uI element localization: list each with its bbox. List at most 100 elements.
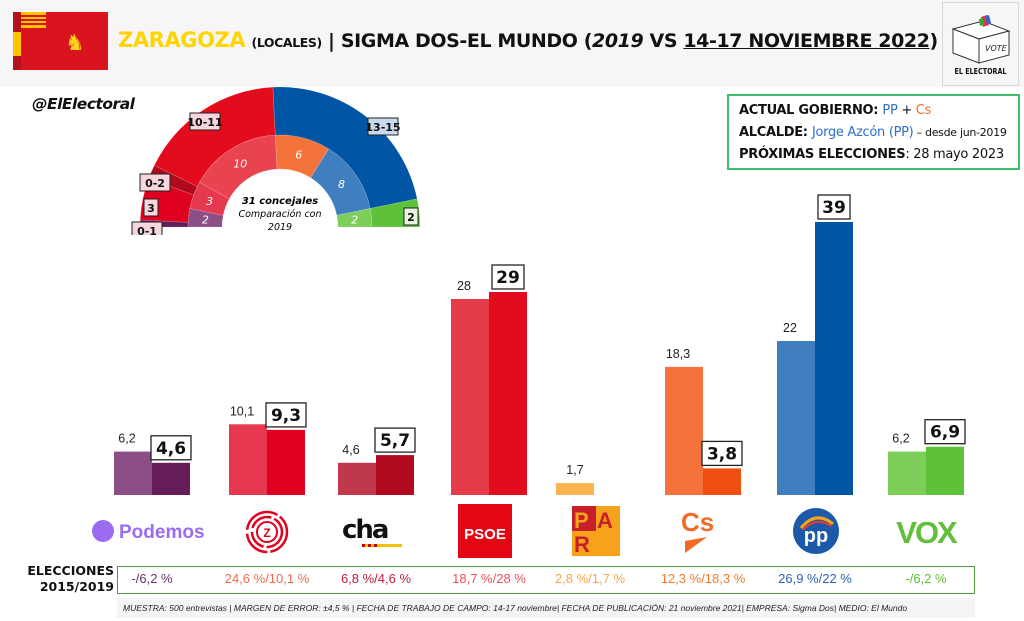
bar-label-2022-psoe: 29 xyxy=(496,268,520,288)
bar-2019-pp xyxy=(777,341,815,495)
svg-text:A: A xyxy=(597,508,613,533)
title-city: ZARAGOZA xyxy=(118,28,246,52)
cha-logo-icon: cha xyxy=(342,515,402,547)
bar-label-2019-cha: 4,6 xyxy=(342,443,359,457)
gov-cs: Cs xyxy=(915,103,932,118)
bar-2022-cs xyxy=(703,468,741,495)
bar-label-box-2022-pp xyxy=(817,194,851,220)
election-result-vox: -/6,2 % xyxy=(905,571,947,586)
pp-logo-icon: pp xyxy=(793,508,839,554)
seat-label-2019-cs: 6 xyxy=(295,148,302,161)
bar-label-box-2022-podemos xyxy=(150,435,192,461)
bar-label-2022-zec: 9,3 xyxy=(271,406,301,426)
seat-arc-2019-psoe xyxy=(199,134,278,200)
zaragoza-flag-icon: ♞ xyxy=(13,12,108,70)
info-next-election: PRÓXIMAS ELECCIONES: 28 mayo 2023 xyxy=(739,144,1018,166)
twitter-handle: @ElElectoral xyxy=(32,95,135,113)
psoe-logo-text: PSOE xyxy=(464,526,506,543)
seat-label-2019-podemos: 2 xyxy=(202,213,209,226)
logo-cha: cha xyxy=(338,502,408,560)
elections-box xyxy=(117,566,975,594)
logo-par: P A R xyxy=(566,502,626,560)
election-result-podemos: -/6,2 % xyxy=(131,571,173,586)
seat-label-box-2022-pp xyxy=(367,117,399,136)
next-label: PRÓXIMAS ELECCIONES xyxy=(739,147,906,162)
podemos-logo-text: Podemos xyxy=(119,522,205,543)
page-title: ZARAGOZA (LOCALES) | SIGMA DOS-EL MUNDO … xyxy=(118,28,938,52)
gov-plus: + xyxy=(897,103,916,118)
title-vs: VS xyxy=(643,30,684,52)
seat-label-box-2022-psoe xyxy=(189,112,221,131)
seat-label-2022-cha: 0-2 xyxy=(145,177,165,190)
info-government: ACTUAL GOBIERNO: PP + Cs xyxy=(739,100,1018,122)
title-fieldwork: 14-17 NOVIEMBRE 2022 xyxy=(683,30,930,52)
seat-label-2022-pp: 13-15 xyxy=(365,121,400,134)
next-date: : 28 mayo 2023 xyxy=(905,147,1004,162)
bar-label-2019-zec: 10,1 xyxy=(230,404,254,418)
bar-label-box-2022-cs xyxy=(701,440,743,467)
elections-label: ELECCIONES 2015/2019 xyxy=(10,563,114,595)
seat-label-box-2022-podemos xyxy=(131,221,163,235)
title-base-year: 2019 xyxy=(592,30,644,52)
bar-2019-cs xyxy=(665,366,703,495)
bar-2022-cha xyxy=(376,455,414,495)
election-result-cs: 12,3 %/18,3 % xyxy=(660,571,746,586)
bar-label-2019-par: 1,7 xyxy=(566,463,583,477)
bar-label-2022-vox: 6,9 xyxy=(930,423,960,443)
mayor-since: – desde jun-2019 xyxy=(913,126,1007,139)
pp-logo-text: pp xyxy=(804,525,828,547)
vox-logo-icon: VOX xyxy=(896,515,960,550)
cha-logo-text: cha xyxy=(342,515,388,545)
gov-pp: PP xyxy=(882,103,898,118)
seat-label-2022-vox: 2 xyxy=(407,211,415,224)
hemicycle-subtitle-1: Comparación con xyxy=(238,209,321,220)
bar-label-box-2022-zec xyxy=(265,402,307,428)
election-result-cha: 6,8 %/4,6 % xyxy=(340,571,412,586)
logo-vox: VOX xyxy=(886,502,966,560)
seat-label-2019-pp: 8 xyxy=(338,178,345,191)
logo-psoe: PSOE xyxy=(455,502,515,560)
logo-zec: Z xyxy=(238,502,298,560)
seat-label-2019-psoe: 10 xyxy=(233,157,247,170)
ballot-box-icon: VOTE xyxy=(951,15,1011,64)
seat-label-2022-podemos: 0-1 xyxy=(137,225,157,235)
bar-2019-psoe xyxy=(451,299,489,495)
title-close: ) xyxy=(929,30,939,52)
elections-label-line2: 2015/2019 xyxy=(39,579,114,594)
bar-label-2022-pp: 39 xyxy=(822,198,846,218)
podemos-logo-icon: Podemos xyxy=(92,520,205,543)
bar-2022-pp xyxy=(815,222,853,495)
bar-2022-zec xyxy=(267,429,305,495)
svg-text:R: R xyxy=(574,532,590,556)
bar-2019-par xyxy=(556,483,594,495)
footer-methodology: MUESTRA: 500 entrevistas | MARGEN DE ERR… xyxy=(117,598,975,618)
info-box: ACTUAL GOBIERNO: PP + Cs ALCALDE: Jorge … xyxy=(727,94,1020,170)
title-sep: | xyxy=(321,30,341,52)
seat-label-box-2022-vox xyxy=(403,207,419,226)
seat-arc-2019-vox xyxy=(336,208,373,228)
psoe-logo-icon: PSOE xyxy=(458,504,512,558)
bar-label-2022-cs: 3,8 xyxy=(707,444,737,464)
election-result-pp: 26,9 %/22 % xyxy=(778,571,852,586)
seat-label-2022-psoe: 10-11 xyxy=(187,116,222,129)
vote-text: VOTE xyxy=(985,44,1008,53)
election-result-psoe: 18,7 %/28 % xyxy=(452,571,526,586)
bar-label-2019-podemos: 6,2 xyxy=(118,432,135,446)
mayor-label: ALCALDE: xyxy=(739,125,812,140)
el-electoral-logo: VOTE EL ELECTORAL xyxy=(942,2,1019,86)
logo-podemos: Podemos xyxy=(90,502,215,560)
zec-logo-text: Z xyxy=(263,526,270,540)
logo-pp: pp xyxy=(786,502,846,560)
seat-label-2022-zec: 3 xyxy=(147,202,155,215)
cs-logo-text: Cs xyxy=(681,507,714,537)
bar-label-box-2022-psoe xyxy=(491,264,525,290)
bar-label-box-2022-cha xyxy=(374,427,416,453)
bar-label-2019-vox: 6,2 xyxy=(892,432,909,446)
bar-2019-cha xyxy=(338,462,376,495)
seat-label-box-2022-zec xyxy=(143,198,159,217)
bar-2022-podemos xyxy=(152,462,190,495)
mayor-name: Jorge Azcón (PP) xyxy=(811,125,914,140)
bar-label-2019-psoe: 28 xyxy=(457,279,471,293)
bar-label-box-2022-vox xyxy=(924,419,966,445)
